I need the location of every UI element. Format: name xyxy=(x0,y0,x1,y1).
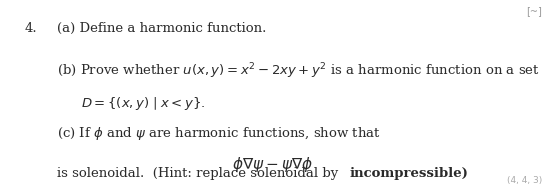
Text: (a) Define a harmonic function.: (a) Define a harmonic function. xyxy=(57,22,267,36)
Text: is solenoidal.  (Hint: replace solenoidal by: is solenoidal. (Hint: replace solenoidal… xyxy=(57,167,343,180)
Text: [~]: [~] xyxy=(526,6,542,16)
Text: (4, 4, 3): (4, 4, 3) xyxy=(507,176,542,185)
Text: incompressible): incompressible) xyxy=(349,167,468,180)
Text: $\phi\nabla\psi - \psi\nabla\phi$: $\phi\nabla\psi - \psi\nabla\phi$ xyxy=(232,155,313,174)
Text: (c) If $\phi$ and $\psi$ are harmonic functions, show that: (c) If $\phi$ and $\psi$ are harmonic fu… xyxy=(57,125,381,142)
Text: (b) Prove whether $u(x, y) = x^{2} - 2xy + y^{2}$ is a harmonic function on a se: (b) Prove whether $u(x, y) = x^{2} - 2xy… xyxy=(57,62,540,81)
Text: $D = \{(x, y) \mid x < y\}.$: $D = \{(x, y) \mid x < y\}.$ xyxy=(81,95,205,112)
Text: 4.: 4. xyxy=(25,22,37,36)
